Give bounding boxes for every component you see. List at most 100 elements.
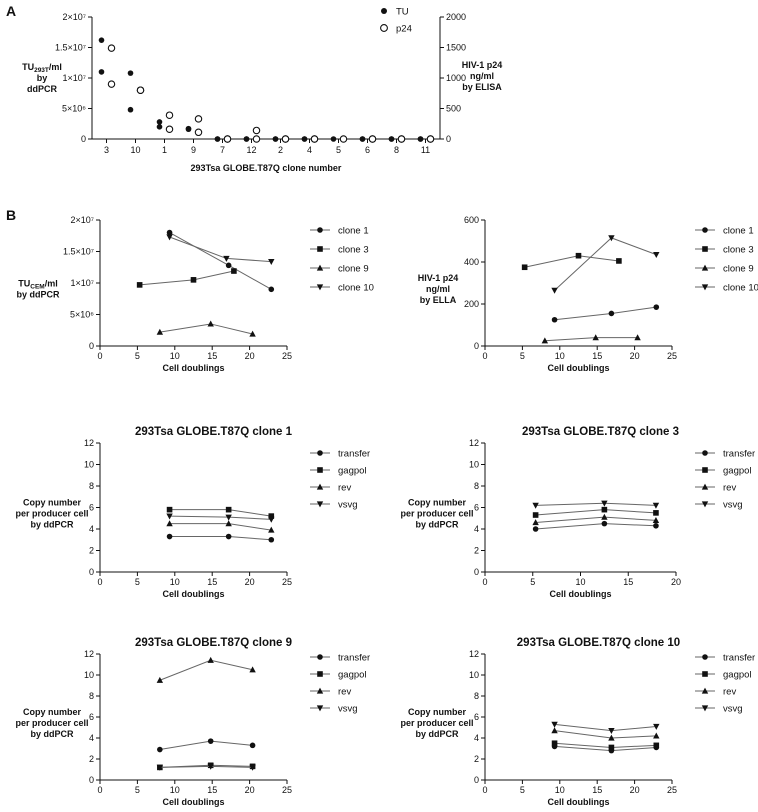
data-point-gagpol [608, 744, 615, 751]
legend-label-rev: rev [338, 687, 351, 698]
data-point-clone-1 [166, 229, 173, 236]
data-point-vsvg [652, 502, 660, 509]
series-transfer [532, 520, 659, 532]
x-axis-label: Cell doublings [548, 797, 610, 807]
data-point-gagpol [268, 513, 275, 519]
y-tick-label-right: 1500 [446, 43, 466, 53]
legend-marker-clone-9 [316, 264, 324, 271]
legend-marker-gagpol [702, 671, 708, 677]
legend-marker-clone-10 [701, 284, 709, 291]
chart-a-tu-p24-by-clone: 0 5×10⁶ 1×10⁷ 1.5×10⁷ 2×10⁷ 0 500 1000 1500 2000 3… [22, 7, 502, 174]
legend-marker-clone-10 [316, 284, 324, 291]
y-tick-label-left: 8 [89, 691, 94, 701]
data-point-tu [214, 136, 221, 142]
data-point-clone-10 [551, 287, 558, 294]
series-clone-3 [136, 268, 237, 288]
series-p24 [107, 44, 435, 143]
series-line-clone-3 [524, 255, 619, 268]
x-tick-label: 10 [170, 785, 180, 795]
data-point-p24 [165, 125, 174, 133]
data-point-p24 [194, 115, 203, 123]
data-point-transfer [601, 520, 608, 527]
data-point-transfer [249, 742, 256, 749]
data-point-vsvg [608, 728, 615, 735]
y-tick-label-left: 2 [474, 546, 479, 556]
x-tick-label: 2 [278, 145, 283, 155]
y-axis-label-line-1: HIV-1 p24 [418, 273, 459, 283]
y-axis-label-line-2: per producer cell [400, 509, 473, 519]
data-point-tu [301, 136, 308, 142]
y-tick-label-right: 500 [446, 104, 461, 114]
y-axis-label-line-3: by ddPCR [30, 729, 74, 739]
x-tick-label: 15 [207, 351, 217, 361]
data-point-rev [268, 526, 275, 533]
x-tick-label: 15 [592, 785, 602, 795]
legend-marker-rev [701, 483, 709, 490]
y-tick-label-left: 10 [84, 670, 94, 680]
data-point-gagpol [225, 506, 232, 513]
x-axis-label: Cell doublings [163, 589, 225, 599]
legend-label-gagpol: gagpol [723, 670, 752, 681]
data-point-tu [243, 136, 250, 142]
x-tick-label: 25 [667, 351, 677, 361]
x-axis-label: Cell doublings [163, 363, 225, 373]
x-tick-label: 5 [135, 785, 140, 795]
y-axis-label-line-1: Copy number [23, 498, 82, 508]
x-tick-label: 5 [336, 145, 341, 155]
y-axis-label-line-1: Copy number [408, 707, 467, 717]
data-point-tu [272, 136, 279, 142]
legend-label-clone-3: clone 3 [338, 245, 369, 256]
y-tick-label-left: 8 [89, 481, 94, 491]
data-point-vsvg [551, 721, 558, 728]
series-gagpol [166, 506, 275, 519]
data-point-p24 [281, 135, 290, 143]
data-point-transfer [207, 738, 214, 744]
series-clone-3 [521, 252, 622, 271]
series-transfer [157, 738, 256, 753]
data-point-clone-1 [608, 310, 615, 317]
y-axis-label-line-3: by ELLA [420, 295, 457, 305]
y-tick-label-left: 12 [84, 649, 94, 659]
data-point-clone-9 [249, 330, 256, 337]
data-point-rev [551, 727, 558, 734]
data-point-vsvg [207, 763, 214, 770]
chart-copy-number-clone-9: 293Tsa GLOBE.T87Q clone 9 0 2 4 6 8 10 12 0 5 10 15… [15, 637, 370, 807]
legend-label-rev: rev [723, 483, 736, 494]
x-tick-label: 5 [520, 351, 525, 361]
legend-label-clone-9: clone 9 [723, 264, 754, 275]
x-tick-label: 10 [170, 351, 180, 361]
series-line-transfer [169, 536, 272, 541]
data-point-p24 [252, 126, 261, 135]
y-tick-label-left: 10 [84, 460, 94, 470]
y-tick-label-left: 0 [81, 134, 86, 144]
y-axis-label-line-2: by ddPCR [16, 290, 60, 300]
y-tick-label-left: 400 [464, 257, 479, 267]
data-point-vsvg [156, 764, 164, 771]
y-tick-label-left: 12 [469, 438, 479, 448]
legend-marker-clone-9 [701, 264, 709, 271]
legend-label-transfer: transfer [723, 449, 755, 460]
y-tick-label-left: 4 [474, 524, 479, 534]
x-axis-label: 293Tsa GLOBE.T87Q clone number [191, 163, 342, 173]
legend-label-rev: rev [338, 483, 351, 494]
data-point-tu [417, 136, 424, 142]
y-tick-label-left: 200 [464, 299, 479, 309]
data-point-rev [225, 520, 232, 527]
y-tick-label-left: 8 [474, 481, 479, 491]
x-tick-label: 5 [135, 351, 140, 361]
data-point-clone-3 [521, 264, 528, 271]
x-tick-label: 6 [365, 145, 370, 155]
x-tick-label: 25 [282, 577, 292, 587]
y-tick-label-left: 6 [474, 712, 479, 722]
x-tick-label: 15 [623, 577, 633, 587]
x-axis-label: Cell doublings [550, 589, 612, 599]
data-point-vsvg [532, 502, 539, 509]
x-tick-label: 5 [135, 577, 140, 587]
y-tick-label-left: 6 [89, 712, 94, 722]
data-point-p24 [107, 80, 116, 88]
x-tick-label: 20 [245, 577, 255, 587]
data-point-clone-10 [223, 255, 230, 262]
data-point-clone-1 [551, 316, 558, 323]
series-vsvg [532, 500, 660, 509]
